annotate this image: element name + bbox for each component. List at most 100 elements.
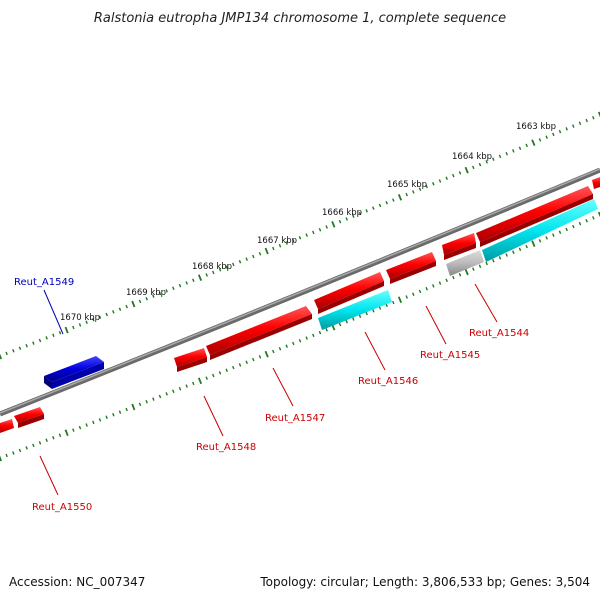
upper-tick <box>258 252 262 256</box>
upper-tick <box>25 343 28 348</box>
upper-tick <box>145 297 148 301</box>
chromosome-backbone <box>0 167 600 417</box>
upper-tick <box>118 307 122 311</box>
gene-forward-upper-4[interactable] <box>386 252 436 284</box>
lower-tick <box>538 239 542 243</box>
upper-tick <box>192 278 195 283</box>
gene-forward-upper-2[interactable] <box>476 186 593 247</box>
lower-tick <box>458 273 462 277</box>
lower-tick <box>38 441 42 445</box>
lower-tick <box>378 306 382 310</box>
gene-forward-upper-9[interactable] <box>0 419 14 433</box>
lower-tick <box>558 230 562 234</box>
lower-tick <box>185 384 188 388</box>
gene-forward-upper-5[interactable] <box>314 272 384 314</box>
upper-tick <box>285 241 288 245</box>
gene-forward-upper-8[interactable] <box>14 407 44 428</box>
upper-tick <box>578 121 582 126</box>
lower-tick <box>432 284 435 288</box>
upper-tick <box>78 323 82 327</box>
lower-tick <box>197 377 203 385</box>
gene-label-reut-a1546[interactable]: Reut_A1546 <box>358 376 418 387</box>
gene-cyan-short[interactable] <box>318 290 392 330</box>
lower-tick <box>145 399 148 404</box>
upper-tick <box>232 262 235 267</box>
tick-label-1668: 1668 kbp <box>192 262 232 272</box>
upper-tick <box>505 151 508 156</box>
upper-tick <box>158 291 162 296</box>
gene-forward-upper-6[interactable] <box>206 306 312 360</box>
topology-text: Topology: circular; Length: 3,806,533 bp… <box>259 575 590 589</box>
lower-tick <box>592 216 595 220</box>
lower-tick <box>425 286 428 291</box>
lower-tick <box>158 394 162 399</box>
upper-tick <box>552 132 555 137</box>
lower-tick <box>232 365 235 370</box>
gene-label-reut-a1544[interactable]: Reut_A1544 <box>469 328 529 339</box>
upper-tick <box>172 286 175 290</box>
lower-tick <box>531 240 536 247</box>
upper-tick <box>385 201 388 205</box>
lower-tick <box>131 403 136 411</box>
gene-label-reut-a1547[interactable]: Reut_A1547 <box>265 413 325 424</box>
upper-tick <box>218 267 222 272</box>
gene-forward-upper-1[interactable] <box>442 233 476 260</box>
lower-tick <box>365 311 368 316</box>
gene-forward-upper-3[interactable] <box>592 177 600 189</box>
lower-tick <box>412 292 415 296</box>
lower-tick <box>45 438 48 443</box>
upper-tick <box>518 146 522 150</box>
lower-tick <box>12 451 15 455</box>
upper-tick <box>45 336 48 340</box>
upper-tick <box>72 325 75 330</box>
upper-tick <box>165 289 168 293</box>
upper-tick <box>131 300 136 308</box>
lower-tick <box>318 330 322 335</box>
lower-tick <box>64 429 69 437</box>
upper-tick <box>464 166 469 174</box>
lower-tick <box>518 247 522 252</box>
lower-tick <box>205 376 208 380</box>
upper-tick <box>492 157 495 161</box>
gene-reut-a1549[interactable] <box>44 356 104 389</box>
lower-tick <box>305 336 308 340</box>
lower-tick <box>258 355 262 359</box>
gene-label-reut-a1545[interactable]: Reut_A1545 <box>420 350 480 361</box>
accession-text: Accession: NC_007347 <box>9 575 145 589</box>
gene-cyan-long[interactable] <box>482 199 598 262</box>
gene-gray-segment[interactable] <box>446 250 484 276</box>
upper-tick <box>592 116 595 120</box>
tick-label-1666: 1666 kbp <box>322 208 362 218</box>
lower-tick <box>192 381 195 386</box>
upper-tick <box>472 165 475 170</box>
upper-tick <box>425 184 428 189</box>
lower-tick <box>212 373 215 378</box>
upper-tick <box>438 179 442 183</box>
lower-tick <box>138 402 142 407</box>
upper-tick <box>264 247 269 255</box>
upper-tick <box>185 281 188 285</box>
lower-tick <box>92 420 95 425</box>
lower-tick <box>312 333 315 338</box>
leader-reut-a1550 <box>39 455 59 496</box>
gene-label-reut-a1549[interactable]: Reut_A1549 <box>14 277 74 288</box>
lower-tick <box>392 300 395 305</box>
upper-tick <box>531 139 536 146</box>
lower-tick <box>578 221 582 226</box>
lower-tick <box>325 328 328 332</box>
upper-tick <box>272 246 275 251</box>
upper-tick <box>125 304 128 309</box>
upper-tick <box>558 129 562 134</box>
map-title: Ralstonia eutropha JMP134 chromosome 1, … <box>94 11 506 26</box>
upper-tick <box>485 160 488 164</box>
upper-tick <box>5 351 8 356</box>
gene-forward-upper-7[interactable] <box>174 348 207 372</box>
lower-tick <box>358 314 362 319</box>
upper-tick <box>352 214 355 218</box>
lower-tick <box>125 407 128 412</box>
lower-tick <box>585 219 588 223</box>
gene-label-reut-a1550[interactable]: Reut_A1550 <box>32 502 92 513</box>
gene-label-reut-a1548[interactable]: Reut_A1548 <box>196 442 256 453</box>
upper-tick <box>545 135 548 139</box>
lower-tick <box>118 410 122 414</box>
